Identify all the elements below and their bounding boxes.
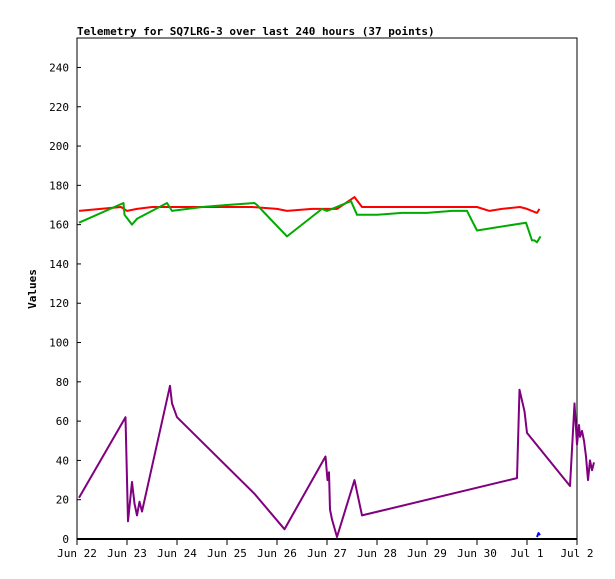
y-tick-label: 40: [56, 454, 69, 467]
series-layer: [77, 196, 595, 540]
y-tick-label: 100: [49, 337, 69, 350]
y-tick-label: 160: [49, 219, 69, 232]
y-axis: 0 20 40 60 80 100 120 140 160 180 200 220 240: [49, 61, 81, 546]
y-tick-label: 20: [56, 494, 69, 507]
y-tick-label: 220: [49, 101, 69, 114]
x-tick-label: Jun 27: [307, 547, 347, 560]
y-tick-label: 0: [62, 533, 69, 546]
x-tick-label: Jun 30: [457, 547, 497, 560]
y-tick-label: 200: [49, 140, 69, 153]
x-tick-label: Jun 23: [107, 547, 147, 560]
x-tick-label: Jun 22: [57, 547, 97, 560]
x-tick-label: Jun 24: [157, 547, 197, 560]
chart-title: Telemetry for SQ7LRG-3 over last 240 hou…: [77, 25, 435, 38]
series-line-2: [78, 384, 595, 538]
x-tick-label: Jun 25: [207, 547, 247, 560]
y-tick-label: 120: [49, 297, 69, 310]
x-tick-label: Jun 28: [357, 547, 397, 560]
y-tick-label: 140: [49, 258, 69, 271]
x-axis: Jun 22 Jun 23 Jun 24 Jun 25 Jun 26 Jun 27 Jun …: [57, 539, 594, 560]
plot-area: [76, 37, 578, 540]
y-axis-title: Values: [26, 269, 39, 309]
y-tick-label: 180: [49, 179, 69, 192]
y-tick-label: 240: [49, 61, 69, 74]
series-line-3: [536, 532, 541, 538]
x-tick-label: Jun 26: [257, 547, 297, 560]
y-tick-label: 80: [56, 376, 69, 389]
series-line-1: [78, 200, 542, 244]
y-tick-label: 60: [56, 415, 69, 428]
x-tick-label: Jul 1: [510, 547, 543, 560]
x-tick-label: Jul 2: [560, 547, 593, 560]
x-tick-label: Jun 29: [407, 547, 447, 560]
